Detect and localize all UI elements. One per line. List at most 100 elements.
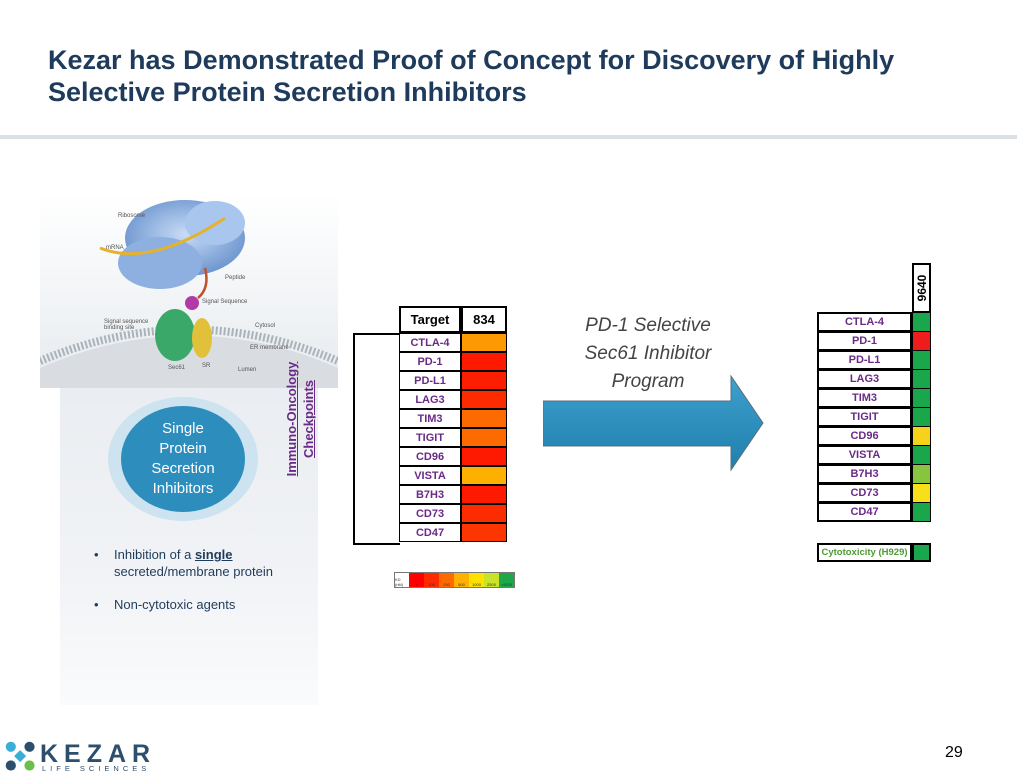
program-text: PD-1 Selective Sec61 Inhibitor Program — [548, 312, 748, 396]
legend-swatch: 2500 — [484, 573, 499, 587]
table-row: PD-1 — [817, 331, 931, 351]
logo-name: KEZAR — [40, 740, 157, 768]
heat-cell — [461, 523, 507, 542]
ribosome-membrane-graphic — [38, 200, 340, 388]
target-name: PD-1 — [817, 331, 912, 351]
table-row: CD73 — [399, 504, 507, 523]
legend-swatch: >5000 — [499, 573, 514, 587]
target-name: PD-L1 — [817, 350, 912, 370]
sec61-illustration: Ribosome mRNA Peptide Signal Sequence Si… — [38, 193, 340, 388]
kd-legend: KD (nM) 1 100 250 500 1000 2500 >5000 — [394, 572, 515, 588]
target-name: PD-1 — [399, 352, 461, 371]
label-mrna: mRNA — [106, 245, 124, 251]
heat-cell — [912, 407, 931, 427]
heat-cell — [912, 312, 931, 332]
table-row: TIGIT — [817, 407, 931, 427]
bullet-item: Inhibition of a single secreted/membrane… — [92, 546, 322, 580]
heat-cell — [461, 466, 507, 485]
program-line: Sec61 Inhibitor — [584, 343, 712, 364]
target-name: TIM3 — [399, 409, 461, 428]
target-name: CD47 — [817, 502, 912, 522]
label-lumen: Lumen — [238, 367, 257, 373]
target-name: TIGIT — [817, 407, 912, 427]
slide-title: Kezar has Demonstrated Proof of Concept … — [48, 45, 895, 107]
program-line: PD-1 Selective — [585, 315, 711, 336]
target-name: CD73 — [817, 483, 912, 503]
heat-cell — [461, 333, 507, 352]
legend-swatch: 100 — [424, 573, 439, 587]
table-row: LAG3 — [399, 390, 507, 409]
bullet-list: Inhibition of a single secreted/membrane… — [92, 546, 322, 629]
single-protein-circle: Single Protein Secretion Inhibitors — [121, 406, 245, 512]
target-name: CD47 — [399, 523, 461, 542]
header-9640: 9640 — [912, 263, 931, 313]
target-name: LAG3 — [817, 369, 912, 389]
heat-cell — [461, 485, 507, 504]
table2-body: CTLA-4 PD-1 PD-L1 LAG3 TIM3 TIGIT CD96 VISTA B7H… — [817, 312, 931, 522]
label-er-membrane: ER membrane — [250, 345, 289, 351]
target-name: CTLA-4 — [817, 312, 912, 332]
bullet-item: Non-cytotoxic agents — [92, 596, 322, 613]
heat-cell — [912, 464, 931, 484]
target-name: B7H3 — [817, 464, 912, 484]
bullet-text: Inhibition of a — [114, 547, 195, 562]
checkpoint-group-bracket — [353, 333, 400, 545]
target-name: CTLA-4 — [399, 333, 461, 352]
side-label-line1: Immuno-Oncology — [284, 361, 299, 477]
side-label-line2: Checkpoints — [301, 380, 316, 459]
table-row: LAG3 — [817, 369, 931, 389]
heat-cell — [461, 504, 507, 523]
legend-key-label: KD (nM) — [395, 573, 409, 587]
table-row: CTLA-4 — [399, 333, 507, 352]
table-row: VISTA — [817, 445, 931, 465]
header-9640-text: 9640 — [914, 274, 929, 302]
header-target: Target — [399, 306, 461, 333]
heat-cell — [912, 388, 931, 408]
page-number: 29 — [945, 744, 963, 761]
target-name: TIGIT — [399, 428, 461, 447]
table-row: CD73 — [817, 483, 931, 503]
target-name: CD96 — [817, 426, 912, 446]
table-row: CTLA-4 — [817, 312, 931, 332]
heat-cell — [461, 352, 507, 371]
program-line: Program — [611, 371, 685, 392]
heat-cell — [461, 390, 507, 409]
legend-swatch: 500 — [454, 573, 469, 587]
heat-cell — [461, 447, 507, 466]
heat-cell — [461, 428, 507, 447]
cytotoxicity-row: Cytotoxicity (H929) — [817, 543, 931, 562]
table-row: B7H3 — [399, 485, 507, 504]
label-signal-sequence: Signal Sequence — [202, 299, 248, 305]
header-834: 834 — [461, 306, 507, 333]
legend-swatch: 250 — [439, 573, 454, 587]
label-ribosome: Ribosome — [118, 213, 146, 219]
table-row: B7H3 — [817, 464, 931, 484]
bullet-text: Non-cytotoxic agents — [114, 597, 236, 612]
target-name: VISTA — [399, 466, 461, 485]
table-row: CD96 — [399, 447, 507, 466]
table-row: VISTA — [399, 466, 507, 485]
cytotoxicity-label: Cytotoxicity (H929) — [817, 543, 912, 562]
table-row: TIGIT — [399, 428, 507, 447]
legend-swatch: 1000 — [469, 573, 484, 587]
label-binding-site: Signal sequence binding site — [104, 319, 149, 331]
logo-subtitle: LIFE SCIENCES — [42, 764, 151, 773]
table-row: PD-L1 — [399, 371, 507, 390]
target-name: CD73 — [399, 504, 461, 523]
heat-cell — [461, 409, 507, 428]
heat-cell — [912, 331, 931, 351]
title-divider — [0, 135, 1017, 139]
heat-cell — [912, 483, 931, 503]
table-row: TIM3 — [399, 409, 507, 428]
circle-text: Single Protein Secretion Inhibitors — [151, 420, 215, 497]
heat-cell — [912, 445, 931, 465]
cytotoxicity-cell — [912, 543, 931, 562]
label-sec61: Sec61 — [168, 365, 186, 371]
kezar-logo-icon — [5, 741, 35, 771]
target-name: CD96 — [399, 447, 461, 466]
heat-cell — [912, 369, 931, 389]
table-row: PD-1 — [399, 352, 507, 371]
target-name: PD-L1 — [399, 371, 461, 390]
label-peptide: Peptide — [225, 275, 246, 281]
target-name: TIM3 — [817, 388, 912, 408]
